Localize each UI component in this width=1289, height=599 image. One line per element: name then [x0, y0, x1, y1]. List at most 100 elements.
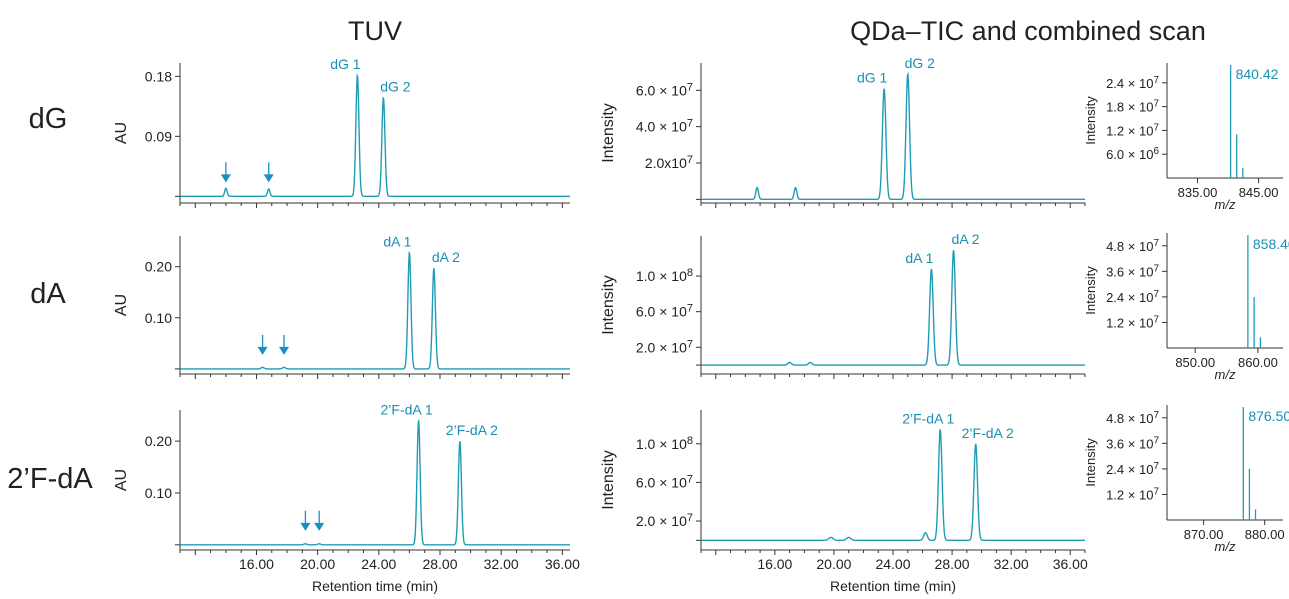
peak-label: 2’F-dA 1: [902, 410, 954, 426]
y-tick-label: 0.20: [145, 259, 172, 275]
trace-line: [180, 73, 570, 198]
trace-line: [701, 71, 1085, 201]
y-axis-label: AU: [113, 294, 130, 316]
x-axis-label: Retention time (min): [312, 578, 438, 594]
x-tick-label: 835.00: [1178, 185, 1218, 200]
x-tick-label: 24.00: [875, 556, 910, 572]
x-axis-label: Retention time (min): [830, 578, 956, 594]
y-tick-label: 0.10: [145, 485, 172, 501]
panel-tic-2FdA: 2.0 × 107 6.0 × 107 1.0 × 108 16.00 20.00 24.…: [600, 410, 1088, 594]
y-axis-label: Intensity: [600, 450, 617, 510]
trace-line: [180, 250, 570, 370]
column-title-qda: QDa–TIC and combined scan: [850, 16, 1206, 46]
peak-arrow-head: [263, 174, 274, 183]
peak-label: dA 2: [432, 249, 460, 265]
peak-label: dG 1: [330, 56, 361, 72]
y-tick-label: 2.0x107: [645, 154, 693, 171]
y-tick-label: 3.6 × 107: [1106, 263, 1159, 279]
y-tick-label: 6.0 × 107: [636, 81, 693, 98]
y-tick-label: 2.4 × 107: [1106, 461, 1159, 477]
y-tick-label: 1.8 × 107: [1106, 99, 1159, 115]
x-tick-label: 36.00: [545, 556, 580, 572]
ms-peak-label: 858.40: [1253, 236, 1289, 252]
x-tick-label: 20.00: [816, 556, 851, 572]
x-tick-label: 16.00: [757, 556, 792, 572]
y-tick-label: 2.0 × 107: [636, 512, 693, 529]
y-axis-label: Intensity: [600, 103, 617, 163]
x-tick-label: 36.00: [1053, 556, 1088, 572]
x-tick-label: 870.00: [1184, 527, 1224, 542]
y-axis-label: AU: [113, 122, 130, 144]
peak-label: dA 1: [383, 233, 411, 249]
x-tick-label: 16.00: [239, 556, 274, 572]
x-axis-label: m/z: [1215, 367, 1236, 382]
peak-arrow-head: [257, 346, 268, 355]
x-tick-label: 24.00: [361, 556, 396, 572]
peak-label: 2’F-dA 2: [962, 425, 1014, 441]
x-tick-label: 32.00: [994, 556, 1029, 572]
panel-ms-dA: 1.2 × 107 2.4 × 107 3.6 × 107 4.8 × 107 850.…: [1083, 233, 1289, 382]
y-tick-label: 4.8 × 107: [1106, 410, 1159, 426]
panel-ms-2FdA: 1.2 × 107 2.4 × 107 3.6 × 107 4.8 × 107 870.…: [1083, 405, 1289, 554]
y-tick-label: 6.0 × 107: [636, 303, 693, 320]
x-tick-label: 28.00: [935, 556, 970, 572]
y-tick-label: 0.09: [145, 128, 172, 144]
peak-label: 2’F-dA 1: [381, 401, 433, 417]
panel-tuv-dG: 0.09 0.18 AU dG 1 dG 2: [113, 56, 570, 208]
y-tick-label: 0.18: [145, 68, 172, 84]
x-tick-label: 850.00: [1175, 355, 1215, 370]
trace-line: [180, 418, 570, 546]
ms-peak-label: 840.42: [1236, 66, 1279, 82]
y-tick-label: 2.4 × 107: [1106, 289, 1159, 305]
x-tick-label: 860.00: [1238, 355, 1278, 370]
y-axis-label: Intensity: [1083, 438, 1098, 487]
peak-label: dA 2: [952, 231, 980, 247]
y-tick-label: 6.0 × 107: [636, 473, 693, 490]
peak-arrow-head: [220, 174, 231, 183]
y-tick-label: 2.0 × 107: [636, 338, 693, 355]
y-axis-label: AU: [113, 469, 130, 491]
x-tick-label: 32.00: [484, 556, 519, 572]
peak-label: dA 1: [905, 250, 933, 266]
row-label-2FdA: 2’F-dA: [7, 463, 93, 495]
x-axis-label: m/z: [1215, 197, 1236, 212]
panel-tic-dG: 2.0x107 4.0 × 107 6.0 × 107 Intensity dG 1 dG…: [600, 55, 1086, 208]
peak-arrow-head: [300, 522, 311, 531]
peak-label: dG 2: [905, 55, 936, 71]
trace-line: [701, 429, 1085, 542]
ms-peak-label: 876.50: [1248, 408, 1289, 424]
row-label-dA: dA: [30, 278, 66, 310]
column-title-tuv: TUV: [348, 16, 402, 46]
y-tick-label: 6.0 × 106: [1106, 146, 1159, 162]
y-tick-label: 1.2 × 107: [1106, 314, 1159, 330]
peak-label: 2’F-dA 2: [446, 422, 498, 438]
y-axis-label: Intensity: [600, 275, 617, 335]
x-tick-label: 20.00: [300, 556, 335, 572]
y-tick-label: 1.2 × 107: [1106, 122, 1159, 138]
panel-ms-dG: 6.0 × 106 1.2 × 107 1.8 × 107 2.4 × 107 835.…: [1083, 63, 1283, 212]
y-tick-label: 1.0 × 108: [636, 435, 693, 452]
trace-line: [701, 250, 1085, 366]
panel-tuv-dA: 0.10 0.20 AU dA 1 dA 2: [113, 233, 570, 379]
peak-label: dG 1: [857, 69, 888, 85]
peak-arrow-head: [314, 522, 325, 531]
x-tick-label: 845.00: [1239, 185, 1279, 200]
panel-tic-dA: 2.0 × 107 6.0 × 107 1.0 × 108 Intensity dA 1…: [600, 231, 1086, 379]
y-axis-label: Intensity: [1083, 96, 1098, 145]
x-tick-label: 28.00: [422, 556, 457, 572]
y-tick-label: 2.4 × 107: [1106, 75, 1159, 91]
row-label-dG: dG: [29, 103, 68, 135]
y-tick-label: 4.0 × 107: [636, 118, 693, 135]
peak-label: dG 2: [380, 79, 411, 95]
y-tick-label: 1.2 × 107: [1106, 486, 1159, 502]
y-axis-label: Intensity: [1083, 266, 1098, 315]
x-axis-label: m/z: [1215, 539, 1236, 554]
y-tick-label: 4.8 × 107: [1106, 238, 1159, 254]
x-tick-label: 880.00: [1245, 527, 1285, 542]
y-tick-label: 0.10: [145, 310, 172, 326]
y-tick-label: 1.0 × 108: [636, 267, 693, 284]
panel-tuv-2FdA: 0.10 0.20 16.00 20.00 24.00 28.00 32.00 36.00 AU…: [113, 401, 580, 594]
y-tick-label: 0.20: [145, 433, 172, 449]
